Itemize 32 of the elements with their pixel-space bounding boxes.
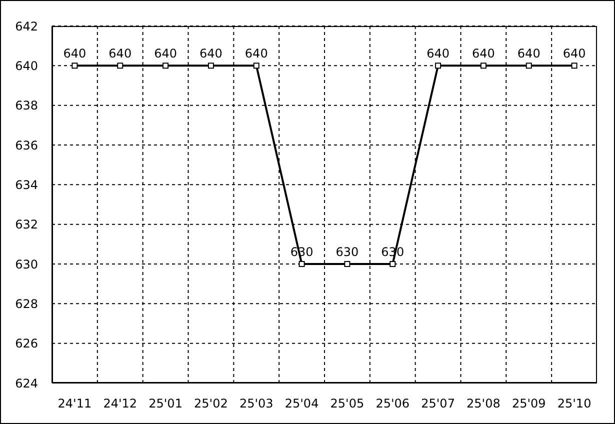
x-tick-label: 25'07 <box>421 396 455 411</box>
x-tick-label: 24'11 <box>58 396 92 411</box>
y-tick-label: 640 <box>15 58 38 73</box>
y-tick-label: 624 <box>15 376 38 390</box>
x-tick-label: 25'03 <box>239 396 274 411</box>
data-label: 640 <box>108 46 132 61</box>
data-label: 640 <box>562 46 586 61</box>
x-tick-label: 25'04 <box>284 396 319 411</box>
y-tick-label: 642 <box>15 19 38 34</box>
x-tick-label: 25'01 <box>148 396 182 411</box>
data-label: 640 <box>63 46 86 61</box>
y-tick-label: 634 <box>15 178 38 192</box>
y-tick-label: 632 <box>15 218 38 232</box>
y-tick-label: 636 <box>15 138 38 152</box>
x-tick-label: 25'05 <box>330 396 364 411</box>
x-tick-label: 25'10 <box>557 396 592 411</box>
x-tick-label: 25'08 <box>466 396 500 411</box>
y-tick-label: 626 <box>15 336 38 351</box>
x-tick-label: 25'02 <box>194 396 228 411</box>
x-tick-label: 25'06 <box>376 396 410 411</box>
data-label: 640 <box>426 46 450 61</box>
x-tick-label: 25'09 <box>512 396 546 411</box>
data-label: 630 <box>336 245 359 259</box>
y-tick-label: 630 <box>15 257 38 272</box>
data-label: 640 <box>244 46 268 61</box>
y-tick-label: 638 <box>15 98 38 113</box>
data-label: 640 <box>154 46 177 61</box>
y-tick-label: 628 <box>15 296 38 311</box>
data-label: 640 <box>200 46 222 61</box>
data-label: 640 <box>517 46 540 61</box>
data-label: 640 <box>472 46 495 61</box>
x-tick-label: 24'12 <box>103 396 138 411</box>
